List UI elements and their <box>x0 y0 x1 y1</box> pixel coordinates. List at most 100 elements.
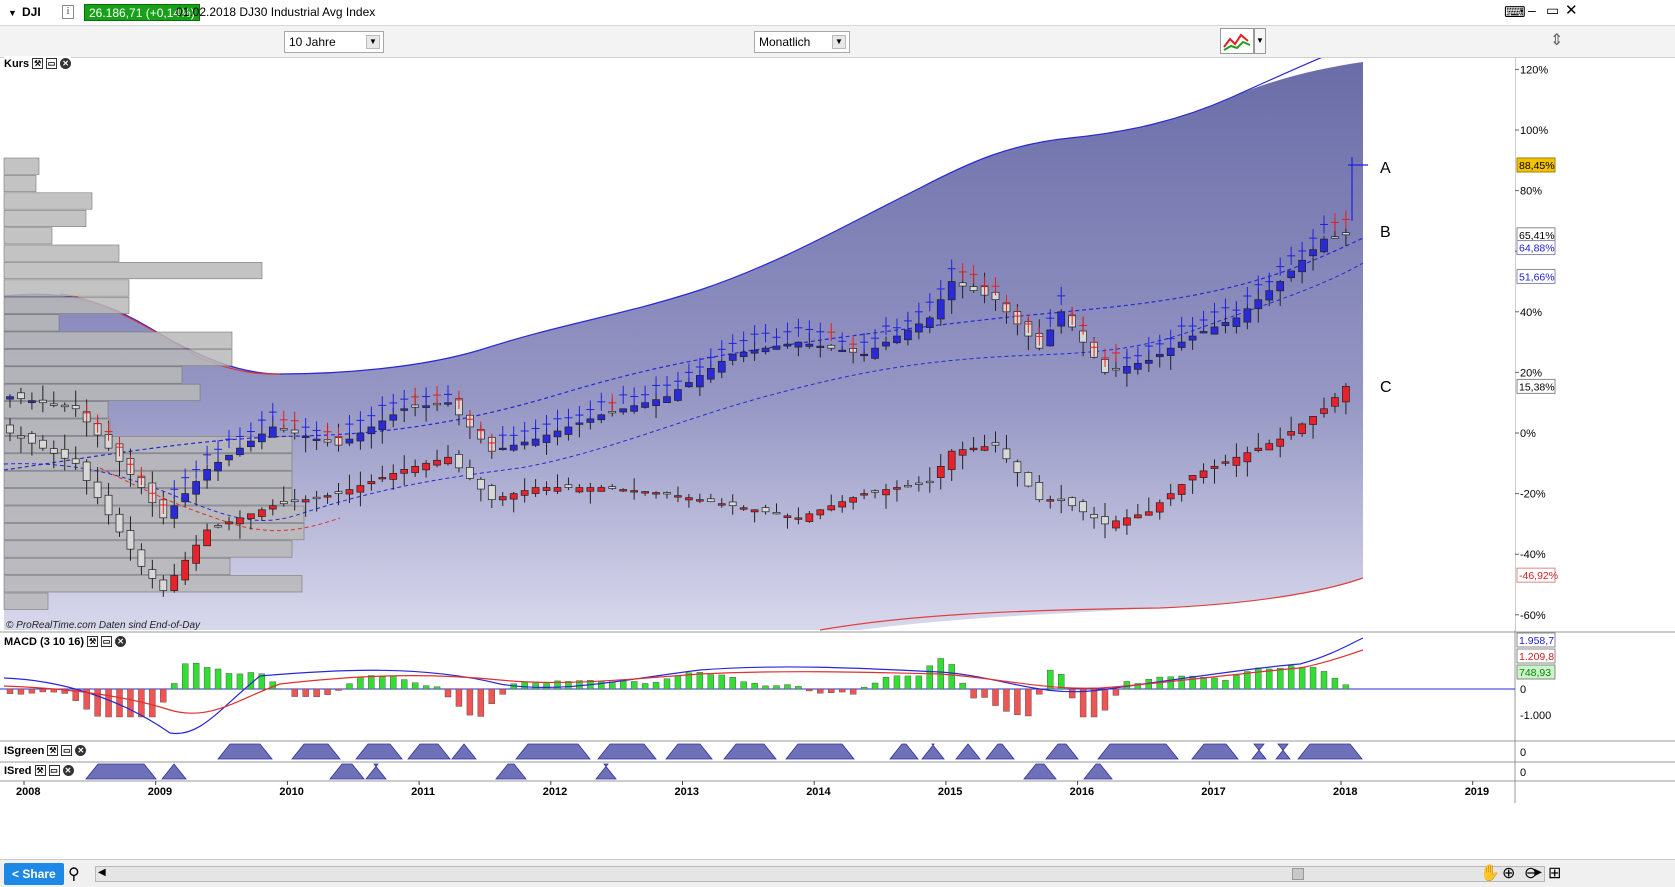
indicator-dropdown[interactable]: ▼ <box>1254 28 1266 54</box>
badge-c: 15,38% <box>1519 381 1555 393</box>
symbol-label[interactable]: DJI <box>22 5 41 19</box>
chevron-down-icon[interactable]: ▼ <box>366 35 380 49</box>
window-icon[interactable]: ▭ <box>48 765 60 776</box>
close-icon[interactable]: ✕ <box>1565 2 1578 19</box>
candle-b <box>509 444 518 451</box>
macd-badge: 1.209,8 <box>1519 651 1554 663</box>
macd-histogram-bar <box>828 688 835 693</box>
indicator-button[interactable] <box>1220 28 1254 54</box>
candle-b <box>772 345 781 350</box>
candle-c <box>214 525 222 528</box>
volume-profile-bar <box>3 209 87 227</box>
macd-histogram-bar <box>981 688 988 698</box>
candle-b <box>1265 290 1274 301</box>
candle-c <box>849 497 858 503</box>
close-panel-icon[interactable]: ✕ <box>75 745 87 756</box>
candle-c <box>1276 438 1285 447</box>
zoom-out-icon[interactable]: ⊖ <box>1524 865 1538 882</box>
volume-profile-bar <box>3 401 109 419</box>
macd-histogram-bar <box>1320 671 1328 690</box>
scroll-thumb[interactable] <box>1292 868 1304 880</box>
window-icon[interactable]: ▭ <box>101 636 113 647</box>
scroll-left-icon[interactable]: ◀ <box>98 867 106 878</box>
candle-c <box>268 505 277 510</box>
maximize-icon[interactable]: ▭ <box>1546 2 1560 18</box>
wrench-icon[interactable]: ⚒ <box>47 745 59 756</box>
macd-tick-label: 0 <box>1520 684 1526 696</box>
cursor-icon[interactable]: ⚲ <box>68 866 80 883</box>
volume-profile-bar <box>3 366 183 384</box>
symbol-dropdown-icon[interactable]: ▼ <box>8 8 17 18</box>
keyboard-icon[interactable]: ⌨ <box>1504 4 1526 21</box>
candle-c <box>159 579 168 591</box>
badge-b-avg-box <box>1516 240 1556 256</box>
wrench-icon[interactable]: ⚒ <box>87 636 99 647</box>
macd-badge-box <box>1516 648 1556 664</box>
candle-c <box>1002 448 1011 460</box>
time-tick-label: 2010 <box>279 786 303 798</box>
candle-b <box>17 392 25 400</box>
macd-histogram-bar <box>203 667 211 690</box>
candle-c <box>1133 514 1142 519</box>
info-icon[interactable]: i <box>62 5 74 19</box>
candle-c <box>378 477 387 480</box>
close-panel-icon[interactable]: ✕ <box>115 636 127 647</box>
macd-histogram-bar <box>149 688 156 718</box>
candle-c <box>564 484 573 488</box>
macd-histogram-bar <box>214 668 222 690</box>
macd-histogram-bar <box>849 688 857 695</box>
candle-c <box>991 442 1000 446</box>
annotation-c: C <box>1380 379 1392 396</box>
share-button[interactable]: < Share <box>4 863 64 885</box>
macd-histogram-bar <box>6 688 14 694</box>
period-select[interactable]: 10 Jahre ▼ <box>284 31 384 53</box>
window-icon[interactable]: ▭ <box>61 745 73 756</box>
isgreen-pulse <box>1191 743 1239 760</box>
chart-area[interactable]: A B C © ProRealTime.com Daten sind End-o… <box>0 58 1675 859</box>
candle-c <box>137 549 146 567</box>
chevron-down-icon[interactable]: ▼ <box>832 35 846 49</box>
window-icon[interactable]: ▭ <box>46 58 58 69</box>
candle-c <box>82 461 91 481</box>
price-tick-label: 100% <box>1520 125 1548 137</box>
minimize-icon[interactable]: – <box>1528 2 1536 18</box>
zoom-fit-icon[interactable]: ⊞ <box>1548 865 1562 882</box>
candle-b <box>1309 249 1317 257</box>
macd-histogram-bar <box>313 688 320 698</box>
zoom-in-icon[interactable]: ⊕ <box>1502 865 1516 882</box>
macd-histogram-bar <box>839 688 846 693</box>
scroll-right-icon[interactable]: ▶ <box>1534 867 1542 878</box>
macd-histogram-bar <box>357 676 364 690</box>
candle-b <box>378 420 387 431</box>
volume-profile-bar <box>3 262 263 280</box>
candle-b <box>685 382 693 388</box>
candle-b <box>904 329 912 341</box>
close-panel-icon[interactable]: ✕ <box>62 765 74 776</box>
candle-b <box>597 414 606 421</box>
horizontal-scrollbar[interactable]: ◀ ▶ <box>95 866 1545 882</box>
candle-c <box>422 462 430 471</box>
candle-b <box>268 426 277 438</box>
price-tick-label: -20% <box>1520 489 1546 501</box>
macd-histogram-bar <box>1211 677 1218 690</box>
series-a <box>82 157 1368 515</box>
volume-profile-bar <box>3 383 201 401</box>
candle-b <box>750 349 759 354</box>
candle-c <box>914 482 923 485</box>
wrench-icon[interactable]: ⚒ <box>34 765 46 776</box>
macd-histogram-bar <box>652 682 660 690</box>
collapse-icon[interactable]: ⇕ <box>1550 32 1564 49</box>
close-panel-icon[interactable]: ✕ <box>60 58 72 69</box>
wrench-icon[interactable]: ⚒ <box>32 58 44 69</box>
hand-icon[interactable]: ✋ <box>1480 865 1500 882</box>
candle-c <box>312 496 321 500</box>
candle-b <box>893 335 901 344</box>
interval-select[interactable]: Monatlich ▼ <box>754 31 850 53</box>
candle-b <box>192 481 200 495</box>
annotation-a: A <box>1380 160 1391 177</box>
candle-b <box>1177 341 1186 348</box>
badge-lower-box <box>1516 567 1556 583</box>
candle-b <box>652 399 660 407</box>
watermark-text: © ProRealTime.com Daten sind End-of-Day <box>6 620 201 631</box>
isred-pulse <box>1023 763 1057 780</box>
